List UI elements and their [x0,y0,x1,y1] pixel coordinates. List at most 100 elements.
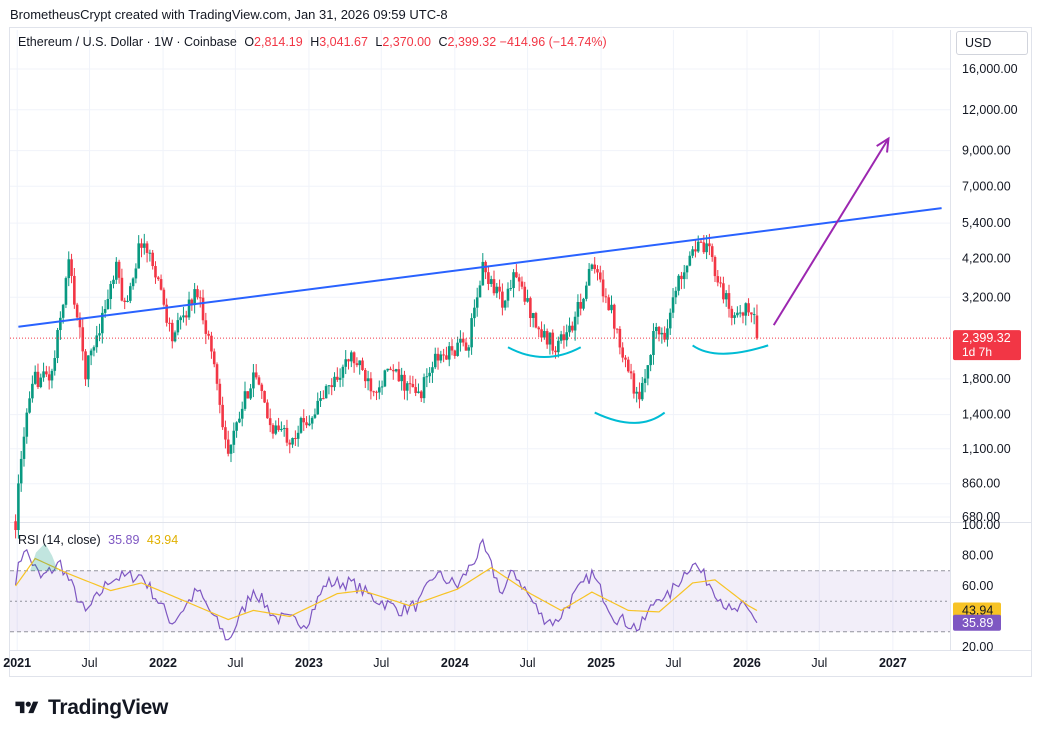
candle-body [352,352,356,364]
rsi-legend: RSI (14, close) 35.89 43.94 [18,533,178,547]
price-tick-label: 860.00 [962,477,1000,491]
candle-body [221,404,224,428]
candle-body [576,301,580,317]
candle-body [417,391,420,393]
candle-body [741,312,745,316]
candle-body [33,371,37,384]
candle-body [473,307,476,319]
candle-body [59,317,62,331]
candle-body [168,322,171,324]
time-tick-label: 2023 [295,656,323,670]
candle-body [232,430,236,445]
candle-body [95,335,99,348]
candle-body [593,264,597,270]
price-tick-label: 1,400.00 [962,408,1011,422]
candle-body [145,243,149,253]
candle-body [87,355,90,380]
candle-body [699,241,703,243]
low-value: 2,370.00 [382,35,432,49]
candle-body [389,368,392,371]
candle-body [198,297,202,299]
tradingview-brand: TradingView [48,696,169,719]
candle-body [53,358,57,371]
time-tick-label: 2022 [149,656,177,670]
candle-body [621,347,624,358]
candle-body [78,317,82,328]
candle-body [531,313,535,319]
candle-body [355,363,359,366]
candle-body [629,371,633,374]
candle-body [294,437,297,439]
candle-body [436,353,440,361]
candle-body [14,521,17,531]
candle-body [624,357,627,360]
candle-body [666,328,669,340]
rsi-title[interactable]: RSI (14, close) [18,533,101,547]
candle-body [25,412,29,437]
candle-body [350,352,353,362]
candle-body [626,359,630,372]
candle-body [744,303,748,316]
time-tick-label: 2027 [879,656,907,670]
candle-body [137,243,140,269]
candle-body [170,322,174,342]
candle-body [277,425,280,431]
candle-body [403,374,406,391]
candle-body [585,285,588,299]
candle-body [682,272,686,280]
candle-body [579,301,583,309]
candle-body [710,246,714,258]
candle-body [557,340,560,353]
candle-body [503,300,507,308]
candle-body [716,276,720,283]
candle-body [176,320,180,333]
candle-body [39,377,43,388]
candle-body [450,346,454,351]
low-label: L [375,35,383,49]
candle-body [596,269,599,273]
candle-body [632,373,636,394]
high-label: H [310,35,320,49]
candle-body [419,391,423,399]
candle-body [719,282,722,284]
time-tick-label: 2021 [3,656,31,670]
candle-body [408,383,412,385]
candle-body [733,315,736,318]
candle-body [649,355,652,366]
candle-body [282,427,286,429]
candle-body [565,332,569,341]
candle-body [159,279,163,290]
bottom-arc [692,344,769,355]
candle-body [498,286,501,292]
candle-body [654,326,658,332]
candle-body [120,277,124,301]
candle-body [738,312,742,314]
candle-body [142,243,146,248]
currency-selector[interactable]: USD [956,31,1028,55]
candle-body [752,314,756,316]
candle-body [543,331,546,338]
candle-body [713,257,717,277]
projection-arrow-line [772,138,890,326]
candle-body [322,398,325,400]
candle-body [363,369,367,382]
candle-body [98,333,101,336]
candle-body [70,259,73,276]
price-tick-label: 9,000.00 [962,144,1011,158]
tradingview-logo-icon [15,701,39,714]
candle-body [582,298,585,309]
candle-body [128,286,132,301]
candle-body [598,272,602,280]
candle-body [75,304,79,318]
candle-body [154,266,157,278]
candle-body [173,332,177,342]
symbol-legend: Ethereum / U.S. Dollar · 1W · Coinbase O… [18,35,607,49]
candle-body [702,242,706,253]
candle-body [708,243,711,247]
last-price-tag [953,330,1021,361]
attribution-header: BrometheusCrypt created with TradingView… [10,7,448,22]
candle-body [607,297,610,311]
symbol-title[interactable]: Ethereum / U.S. Dollar · 1W · Coinbase [18,35,237,49]
tradingview-logo[interactable]: TradingView [12,696,168,720]
